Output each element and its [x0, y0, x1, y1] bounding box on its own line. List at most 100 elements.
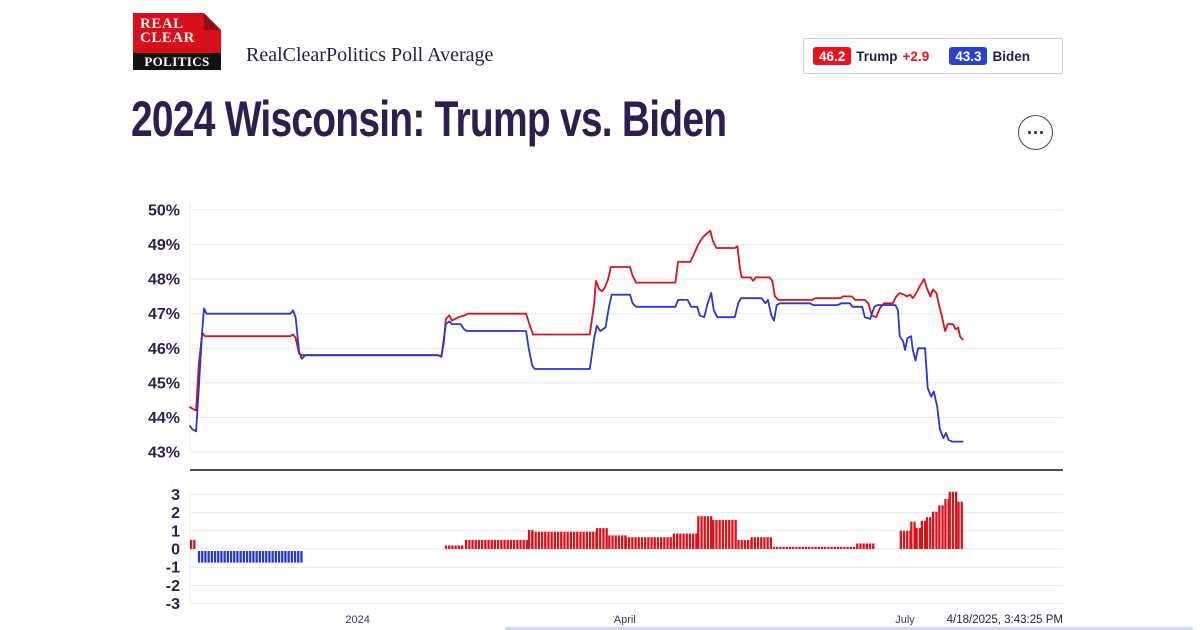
- spread-bar: [836, 546, 840, 549]
- spread-bar: [233, 551, 236, 563]
- spread-bar: [287, 551, 290, 563]
- spread-bar: [753, 537, 756, 549]
- spread-bar: [572, 531, 576, 549]
- spread-bar: [226, 551, 229, 563]
- spread-bar: [804, 546, 808, 549]
- spread-bar: [868, 543, 872, 549]
- spread-bar: [487, 539, 490, 549]
- spread-bar: [595, 528, 599, 549]
- spread-bar: [547, 531, 550, 549]
- spread-y-tick-label: 2: [171, 505, 180, 522]
- spread-bar: [703, 516, 706, 549]
- spread-bar: [728, 519, 731, 549]
- spread-bar: [617, 535, 621, 549]
- spread-bar: [444, 545, 448, 549]
- spread-bar: [688, 533, 692, 549]
- spread-bar: [465, 539, 468, 549]
- spread-bar: [763, 537, 766, 549]
- spread-bar: [290, 551, 293, 563]
- main-y-tick-label: 46%: [148, 341, 180, 358]
- spread-bar: [300, 551, 303, 563]
- spread-bar: [454, 545, 457, 549]
- spread-bar: [628, 537, 631, 549]
- spread-bar: [769, 546, 772, 549]
- page-title: 2024 Wisconsin: Trump vs. Biden: [131, 91, 727, 147]
- spread-bar: [769, 537, 772, 549]
- spread-bar: [756, 537, 760, 549]
- cropped-bottom-element: [505, 627, 1193, 630]
- spread-bar: [239, 551, 242, 563]
- spread-bar: [268, 551, 271, 563]
- more-options-button[interactable]: [1018, 115, 1053, 150]
- spread-bar: [706, 516, 710, 549]
- spread-bar: [592, 531, 595, 549]
- spread-bar: [918, 528, 921, 549]
- spread-bar: [249, 551, 252, 563]
- spread-bar: [608, 535, 611, 549]
- spread-bar: [506, 539, 509, 549]
- spread-bar: [747, 539, 750, 549]
- spread-bar: [833, 546, 836, 549]
- spread-bar: [676, 533, 679, 549]
- spread-bar: [830, 546, 833, 549]
- spread-bar: [509, 539, 513, 549]
- spread-bar: [513, 539, 516, 549]
- trump-line: [189, 229, 964, 412]
- spread-bar: [474, 539, 477, 549]
- spread-bar: [293, 551, 297, 563]
- spread-bar: [653, 537, 656, 549]
- main-y-tick-label: 48%: [148, 272, 180, 289]
- spread-bar: [656, 537, 660, 549]
- spread-bar: [284, 551, 287, 563]
- spread-bar: [277, 551, 281, 563]
- spread-bar: [236, 551, 239, 563]
- spread-bar: [682, 533, 685, 549]
- spread-bar: [522, 539, 525, 549]
- rcp-logo[interactable]: REAL CLEAR POLITICS: [133, 13, 221, 70]
- spread-bar: [737, 539, 740, 549]
- spread-bar: [525, 539, 529, 549]
- spread-bar: [843, 546, 846, 549]
- spread-bar: [534, 531, 537, 549]
- spread-bar: [484, 539, 487, 549]
- spread-bar: [827, 546, 830, 549]
- spread-y-tick-label: -1: [166, 560, 180, 577]
- spread-bar: [576, 531, 579, 549]
- spread-bar: [560, 531, 563, 549]
- spread-bar: [490, 539, 493, 549]
- spread-bar: [692, 533, 695, 549]
- spread-bar: [925, 517, 929, 549]
- main-y-tick-label: 49%: [148, 237, 180, 254]
- spread-bar: [468, 539, 471, 549]
- spread-bar: [920, 520, 923, 549]
- spread-bar: [872, 543, 875, 549]
- spread-bar: [663, 537, 666, 549]
- spread-bar: [712, 519, 715, 549]
- biden-line: [189, 292, 964, 443]
- spread-bar: [213, 551, 217, 563]
- spread-bar: [471, 539, 474, 549]
- spread-bar: [740, 539, 743, 549]
- spread-bar: [582, 531, 585, 549]
- spread-bar: [621, 535, 624, 549]
- spread-bar: [631, 537, 634, 549]
- spread-bar: [798, 546, 801, 549]
- spread-bar: [537, 531, 540, 549]
- spread-bar: [766, 537, 769, 549]
- spread-bar: [743, 539, 747, 549]
- spread-bar: [938, 505, 941, 549]
- spread-bar: [579, 531, 582, 549]
- spread-bar: [258, 551, 261, 563]
- spread-bar: [910, 521, 913, 549]
- spread-y-tick-label: 1: [171, 523, 180, 540]
- spread-bar: [846, 546, 849, 549]
- spread-bar: [588, 531, 592, 549]
- spread-bar: [624, 537, 628, 549]
- spread-bar: [599, 528, 602, 549]
- biden-name-label: Biden: [992, 48, 1030, 64]
- spread-bar: [605, 528, 608, 549]
- main-y-tick-label: 50%: [148, 203, 180, 220]
- spread-bar: [948, 491, 951, 549]
- spread-bar: [750, 537, 753, 549]
- spread-bar: [666, 537, 669, 549]
